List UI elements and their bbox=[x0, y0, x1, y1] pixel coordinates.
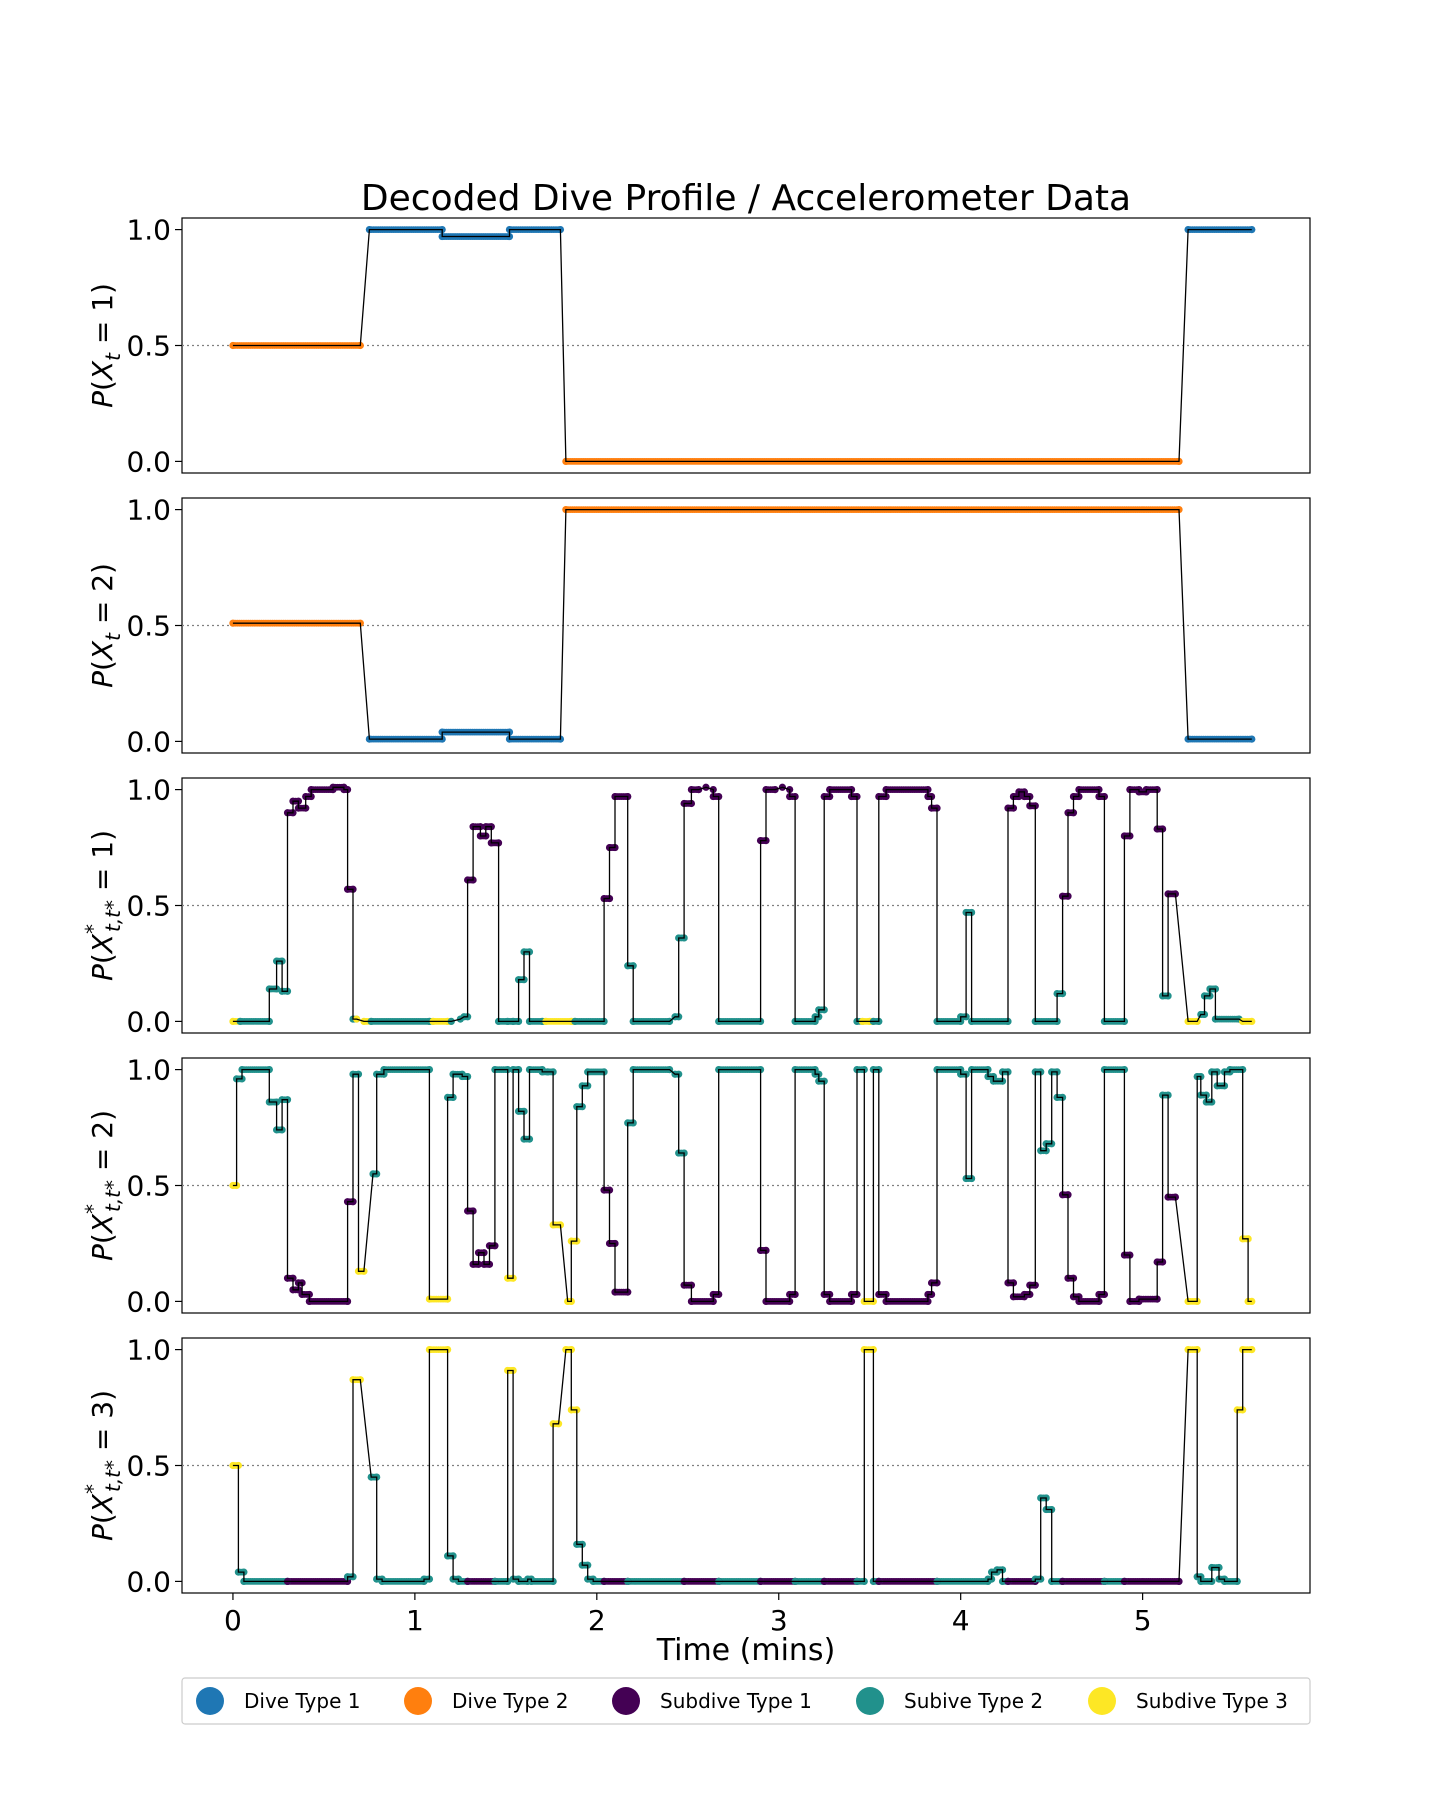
y-tick-label: 1.0 bbox=[126, 1054, 171, 1087]
legend-label: Subdive Type 3 bbox=[1136, 1689, 1288, 1713]
y-tick-label: 0.0 bbox=[126, 1285, 171, 1318]
y-axis-label: P(X*t,t* = 1) bbox=[81, 830, 125, 981]
x-tick-label: 5 bbox=[1134, 1604, 1152, 1637]
x-tick-label: 2 bbox=[588, 1604, 606, 1637]
legend-label: Subdive Type 1 bbox=[660, 1689, 812, 1713]
figure-title: Decoded Dive Profile / Accelerometer Dat… bbox=[361, 178, 1131, 219]
legend-swatch bbox=[856, 1687, 884, 1715]
y-tick-label: 0.5 bbox=[126, 1170, 171, 1203]
subplot-3: 0.0 0.5 1.0P(X*t,t* = 1) bbox=[81, 774, 1311, 1038]
series-line-1 bbox=[232, 1348, 1252, 1583]
series-line-1 bbox=[232, 508, 1252, 740]
legend-swatch bbox=[196, 1687, 224, 1715]
series-line-1 bbox=[232, 1068, 1252, 1303]
plot-frame bbox=[181, 777, 1311, 1034]
series-line-1 bbox=[232, 786, 1252, 1023]
y-tick-label: 1.0 bbox=[126, 214, 171, 247]
plot-frame bbox=[181, 1337, 1311, 1594]
y-axis-label: P(X*t,t* = 2) bbox=[81, 1110, 125, 1261]
x-tick-label: 3 bbox=[770, 1604, 788, 1637]
legend-swatch bbox=[612, 1687, 640, 1715]
legend-item: Dive Type 2 bbox=[404, 1687, 568, 1715]
legend-label: Subive Type 2 bbox=[904, 1689, 1043, 1713]
y-tick-label: 0.0 bbox=[126, 445, 171, 478]
plot-frame bbox=[181, 1057, 1311, 1314]
y-tick-label: 0.5 bbox=[126, 1450, 171, 1483]
y-axis-label: P(Xt = 2) bbox=[86, 563, 125, 688]
legend-item: Subdive Type 3 bbox=[1088, 1687, 1288, 1715]
subplots: 0.00.51.0P(Xt = 1)0.00.51.0P(Xt = 2)0.00… bbox=[81, 214, 1311, 1637]
legend-item: Dive Type 1 bbox=[196, 1687, 360, 1715]
y-tick-label: 0.0 bbox=[126, 725, 171, 758]
legend-frame bbox=[181, 1677, 1311, 1725]
y-tick-label: 0.5 bbox=[126, 330, 171, 363]
legend-label: Dive Type 1 bbox=[244, 1689, 360, 1713]
subplot-2: 0.0 0.5 1.0 P(Xt = 2) bbox=[86, 494, 1311, 758]
subplot-5: 0.0 0.5 1.0P(X*t,t* = 3) 0 1 2 3 4 5 bbox=[81, 1334, 1311, 1637]
legend-items: Dive Type 1 Dive Type 2 Subdive Type 1 Subi… bbox=[196, 1687, 1288, 1715]
legend-item: Subdive Type 1 bbox=[612, 1687, 812, 1715]
y-tick-label: 0.0 bbox=[126, 1005, 171, 1038]
series-line-1 bbox=[232, 228, 1252, 463]
y-tick-label: 1.0 bbox=[126, 1334, 171, 1367]
subplot-1: 0.0 0.5 1.0 P(Xt = 1) bbox=[86, 214, 1311, 478]
x-tick-label: 4 bbox=[952, 1604, 970, 1637]
x-tick-label: 1 bbox=[406, 1604, 424, 1637]
legend-label: Dive Type 2 bbox=[452, 1689, 568, 1713]
legend-item: Subive Type 2 bbox=[856, 1687, 1043, 1715]
legend-swatch bbox=[404, 1687, 432, 1715]
x-axis-label: Time (mins) bbox=[656, 1633, 836, 1668]
y-tick-label: 1.0 bbox=[126, 494, 171, 527]
legend: Dive Type 1 Dive Type 2 Subdive Type 1 Subi… bbox=[181, 1677, 1311, 1725]
y-axis-label: P(Xt = 1) bbox=[86, 283, 125, 408]
y-tick-label: 0.5 bbox=[126, 610, 171, 643]
subplot-4: 0.0 0.5 1.0P(X*t,t* = 2) bbox=[81, 1054, 1311, 1318]
y-tick-label: 0.0 bbox=[126, 1565, 171, 1598]
y-tick-label: 0.5 bbox=[126, 890, 171, 923]
legend-swatch bbox=[1088, 1687, 1116, 1715]
y-tick-label: 1.0 bbox=[126, 774, 171, 807]
x-tick-label: 0 bbox=[224, 1604, 242, 1637]
y-axis-label: P(X*t,t* = 3) bbox=[81, 1390, 125, 1541]
